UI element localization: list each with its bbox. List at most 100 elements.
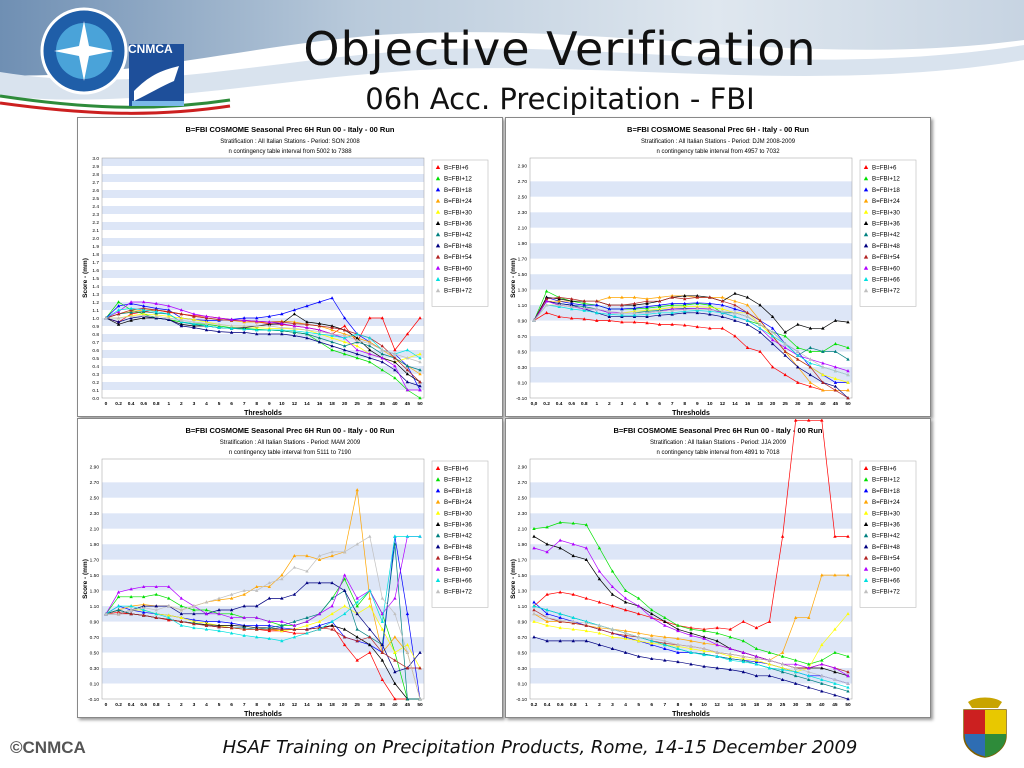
data-point bbox=[141, 309, 146, 313]
legend-marker bbox=[863, 221, 869, 225]
chart-panel-jja: B=FBI COSMOME Seasonal Prec 6H Run 00 - … bbox=[505, 418, 931, 718]
data-point bbox=[695, 307, 699, 311]
x-axis-label: Thresholds bbox=[244, 410, 282, 416]
x-tick-label: 12 bbox=[720, 401, 726, 407]
data-point bbox=[167, 596, 171, 600]
data-point bbox=[657, 303, 662, 307]
y-tick-label: 0.5 bbox=[92, 356, 99, 362]
data-point bbox=[267, 581, 271, 585]
data-point bbox=[292, 619, 297, 623]
legend-item: B=FBI+12 bbox=[872, 477, 900, 484]
data-point bbox=[280, 321, 284, 325]
chart-subtitle: n contingency table interval from 5111 t… bbox=[229, 450, 352, 456]
data-point bbox=[342, 336, 347, 340]
data-point bbox=[620, 320, 624, 324]
plot-band bbox=[530, 528, 852, 545]
data-point bbox=[846, 697, 850, 701]
data-point bbox=[330, 612, 334, 616]
y-tick-label: 2.90 bbox=[90, 465, 100, 471]
data-point bbox=[167, 304, 171, 308]
data-point bbox=[745, 303, 750, 307]
data-point bbox=[610, 584, 615, 589]
data-point bbox=[741, 654, 746, 658]
plot-band bbox=[102, 482, 424, 498]
data-point bbox=[167, 584, 171, 589]
data-point bbox=[292, 308, 297, 312]
chart-title: B=FBI COSMOME Seasonal Prec 6H Run 00 - … bbox=[613, 426, 822, 435]
y-tick-label: 1.1 bbox=[92, 308, 99, 314]
plot-band bbox=[530, 320, 852, 337]
data-point bbox=[597, 643, 602, 647]
legend-marker bbox=[863, 488, 869, 493]
data-point bbox=[242, 330, 246, 334]
data-point bbox=[720, 309, 725, 313]
data-point bbox=[317, 553, 322, 558]
data-point bbox=[663, 639, 667, 643]
series-line bbox=[533, 304, 849, 376]
data-point bbox=[632, 295, 637, 299]
data-point bbox=[584, 639, 589, 643]
legend-item: B=FBI+48 bbox=[444, 243, 472, 250]
data-point bbox=[418, 316, 422, 320]
y-tick-label: 2.90 bbox=[518, 164, 528, 170]
data-point bbox=[783, 330, 787, 334]
x-tick-label: 14 bbox=[304, 401, 310, 407]
x-tick-label: 10 bbox=[279, 401, 285, 407]
data-point bbox=[821, 326, 825, 330]
data-point bbox=[544, 289, 549, 293]
x-tick-label: 3 bbox=[193, 401, 196, 407]
data-point bbox=[607, 295, 612, 299]
data-point bbox=[405, 643, 410, 647]
legend-marker bbox=[435, 566, 441, 571]
y-tick-label: 0.70 bbox=[90, 635, 100, 641]
data-point bbox=[267, 320, 271, 324]
data-point bbox=[754, 662, 759, 666]
data-point bbox=[833, 670, 837, 674]
data-point bbox=[650, 641, 654, 645]
legend-marker bbox=[435, 232, 441, 237]
data-point bbox=[557, 295, 561, 299]
data-point bbox=[405, 368, 410, 372]
data-point bbox=[380, 627, 385, 631]
legend-marker bbox=[435, 187, 441, 192]
legend-item: B=FBI+60 bbox=[444, 265, 472, 272]
data-point bbox=[305, 304, 309, 308]
data-point bbox=[292, 623, 297, 627]
data-point bbox=[229, 612, 234, 616]
data-point bbox=[793, 658, 798, 662]
data-point bbox=[141, 584, 146, 589]
data-point bbox=[305, 581, 309, 585]
data-point bbox=[154, 311, 158, 315]
x-tick-label: 0.6 bbox=[568, 401, 575, 407]
y-tick-label: 3.0 bbox=[92, 156, 99, 162]
data-point bbox=[242, 324, 246, 328]
data-point bbox=[745, 345, 750, 349]
chart-title: B=FBI COSMOME Seasonal Prec 6H Run 00 - … bbox=[185, 125, 394, 134]
legend-marker bbox=[435, 254, 441, 259]
data-point bbox=[393, 650, 397, 654]
data-point bbox=[754, 654, 759, 658]
series-line bbox=[106, 315, 421, 363]
legend-marker bbox=[435, 176, 441, 181]
data-point bbox=[204, 316, 209, 320]
x-tick-label: 5 bbox=[218, 401, 221, 407]
data-point bbox=[355, 356, 359, 360]
x-tick-label: 40 bbox=[820, 401, 826, 407]
y-tick-label: 2.2 bbox=[92, 220, 99, 226]
data-point bbox=[292, 330, 297, 334]
plot-band bbox=[530, 590, 852, 607]
data-point bbox=[317, 619, 322, 623]
legend-marker bbox=[435, 221, 441, 225]
data-point bbox=[229, 631, 234, 635]
data-point bbox=[405, 332, 410, 336]
legend-marker bbox=[863, 176, 869, 181]
chart-title: B=FBI COSMOME Seasonal Prec 6H Run 00 - … bbox=[185, 426, 394, 435]
data-point bbox=[141, 605, 146, 609]
x-tick-label: 6 bbox=[230, 401, 233, 407]
data-point bbox=[670, 308, 674, 312]
data-point bbox=[683, 301, 687, 305]
data-point bbox=[780, 662, 785, 666]
y-tick-label: 0.8 bbox=[92, 332, 99, 338]
y-tick-label: 1.90 bbox=[90, 542, 100, 548]
y-tick-label: 0.4 bbox=[92, 364, 99, 370]
